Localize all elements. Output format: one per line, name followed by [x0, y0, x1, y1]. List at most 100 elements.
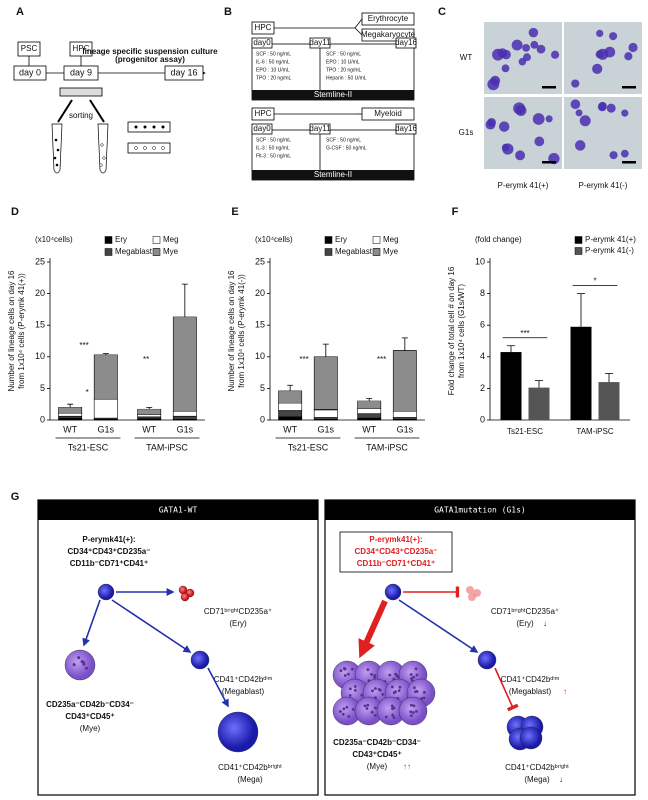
granule: [370, 710, 374, 714]
label: HPC: [255, 109, 272, 118]
phenotype-text: CD43⁺CD45⁺: [352, 750, 401, 759]
granule: [422, 696, 426, 700]
day-box: [251, 123, 273, 135]
bar: [528, 387, 550, 420]
significance: ***: [377, 355, 386, 364]
stained-cell: [597, 102, 607, 112]
bar-segment: [278, 402, 303, 411]
error-bar: [146, 406, 153, 410]
mega-cell: [217, 711, 259, 753]
bar-segment: [357, 408, 382, 414]
cell-dot: [99, 163, 103, 167]
error-bar: [577, 293, 585, 327]
bar-segment: [357, 413, 382, 419]
stained-cell: [609, 32, 618, 41]
y-tick-label: 0: [40, 414, 45, 424]
phenotype-text: CD34⁺CD43⁺CD235a⁻: [68, 547, 151, 556]
y-tick-label: 15: [35, 320, 45, 330]
label: PSC: [21, 44, 38, 53]
label: day 16: [170, 67, 197, 77]
stained-cell: [515, 150, 526, 161]
y-tick-label: 25: [255, 256, 265, 266]
cell-dot: [53, 156, 57, 160]
group-label: Ts21-ESC: [68, 442, 109, 452]
x-tick-label: G1s: [318, 424, 335, 434]
stained-cell: [570, 99, 581, 110]
plate: [127, 121, 171, 133]
well: [134, 125, 138, 129]
stained-cell: [523, 53, 531, 62]
label: sorting: [69, 111, 93, 120]
legend-label: P-erymk 41(-): [585, 246, 634, 255]
stained-cell: [550, 50, 560, 59]
stained-cell: [534, 136, 545, 147]
y-tick-label: 8: [480, 288, 485, 298]
label: Erythrocyte: [368, 14, 409, 23]
legend-label: P-erymk 41(+): [585, 235, 636, 244]
granule: [411, 711, 415, 714]
y-axis-label: Number of lineage cells on day 16: [227, 270, 236, 392]
granule: [409, 703, 413, 707]
legend-swatch: [104, 236, 113, 244]
legend-swatch: [574, 236, 583, 244]
y-tick-label: 0: [480, 414, 485, 424]
stained-cell: [606, 103, 616, 113]
label: HPC: [255, 23, 272, 32]
legend-swatch: [152, 248, 161, 256]
bar-segment: [137, 408, 162, 415]
well: [143, 125, 147, 129]
label: Stemline-II: [314, 90, 352, 99]
legend-label: Ery: [115, 235, 127, 244]
granule: [342, 667, 346, 670]
phenotype-text: CD11b⁻CD71⁺CD41⁺: [70, 559, 148, 568]
legend-swatch: [372, 248, 381, 256]
change-indicator: ↑↑: [403, 762, 411, 771]
granule: [347, 715, 351, 718]
stained-cell: [528, 27, 539, 38]
label: day16: [395, 124, 417, 133]
x-tick-label: WT: [362, 424, 376, 434]
bar-segment: [58, 407, 83, 414]
phenotype-text: (Megablast): [509, 687, 552, 696]
label: Flt-3 : 50 ng/mL: [256, 153, 291, 159]
granule: [353, 685, 357, 688]
panel-letter: G: [11, 491, 20, 503]
legend-label: Megablast: [115, 247, 153, 256]
granule: [409, 673, 413, 676]
bar-segment: [392, 410, 417, 418]
mega-cell: [519, 726, 543, 750]
unit-label: (x10⁴cells): [35, 235, 73, 244]
legend-swatch: [104, 248, 113, 256]
granule: [397, 689, 401, 693]
granule: [77, 656, 81, 660]
label: SCF : 50 ng/mL: [256, 137, 291, 143]
granule: [381, 692, 385, 696]
label: day16: [395, 38, 417, 47]
granule: [384, 715, 388, 719]
lineage-arrow: [358, 599, 388, 659]
label: HPC: [73, 44, 90, 53]
granule: [410, 714, 413, 717]
lineage-arrow: [398, 599, 479, 653]
label: SCF : 50 ng/mL: [326, 51, 361, 57]
stained-cell: [609, 151, 618, 160]
ery-cell: [180, 592, 190, 602]
lineage-arrow: [82, 599, 101, 647]
phenotype-text: CD41⁺CD42bᵈⁱᵐ: [214, 675, 273, 684]
highlight-box: [339, 531, 453, 573]
well: [143, 146, 147, 150]
granule: [422, 690, 426, 694]
label: Stemline-II: [314, 170, 352, 179]
phenotype-text: CD41⁺CD42bᵇʳⁱᵍʰᵗ: [218, 763, 282, 772]
x-tick-label: WT: [142, 424, 156, 434]
tube: [97, 123, 109, 174]
granule: [391, 713, 395, 717]
bar-segment: [172, 410, 197, 417]
bar-segment: [278, 390, 303, 404]
stained-cell: [575, 109, 583, 117]
ery-cell: [178, 585, 188, 595]
y-tick-label: 5: [260, 383, 265, 393]
y-tick-label: 2: [480, 383, 485, 393]
phenotype-text: CD11b⁻CD71⁺CD41⁺: [357, 559, 435, 568]
legend-swatch: [324, 236, 333, 244]
